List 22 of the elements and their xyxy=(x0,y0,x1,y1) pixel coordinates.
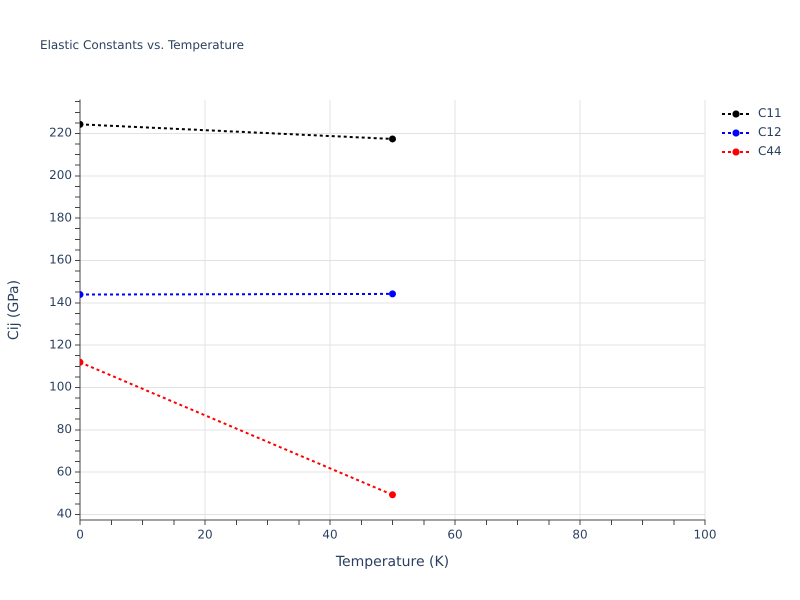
legend-label: C44 xyxy=(758,144,782,158)
x-tick-label: 0 xyxy=(76,527,84,542)
x-tick-label: 80 xyxy=(572,527,588,542)
legend-label: C12 xyxy=(758,125,782,140)
y-tick-label: 220 xyxy=(49,126,72,140)
x-tick-label: 20 xyxy=(197,527,213,542)
y-tick-label: 200 xyxy=(49,168,72,182)
y-tick-label: 180 xyxy=(49,210,72,224)
y-tick-label: 140 xyxy=(49,294,72,309)
x-tick-label: 40 xyxy=(322,527,338,542)
y-axis-title: Cij (GPa) xyxy=(6,280,22,340)
y-tick-label: 60 xyxy=(56,464,72,478)
y-tick-label: 80 xyxy=(56,422,72,436)
legend-label: C11 xyxy=(758,106,782,120)
y-tick-label: 120 xyxy=(49,337,72,352)
y-tick-label: 160 xyxy=(49,252,72,267)
x-axis-title: Temperature (K) xyxy=(334,554,450,570)
y-tick-label: 40 xyxy=(56,506,72,521)
x-tick-label: 60 xyxy=(447,527,463,542)
chart-title: Elastic Constants vs. Temperature xyxy=(40,38,244,52)
y-tick-label: 100 xyxy=(49,380,72,394)
x-tick-label: 100 xyxy=(694,527,716,542)
